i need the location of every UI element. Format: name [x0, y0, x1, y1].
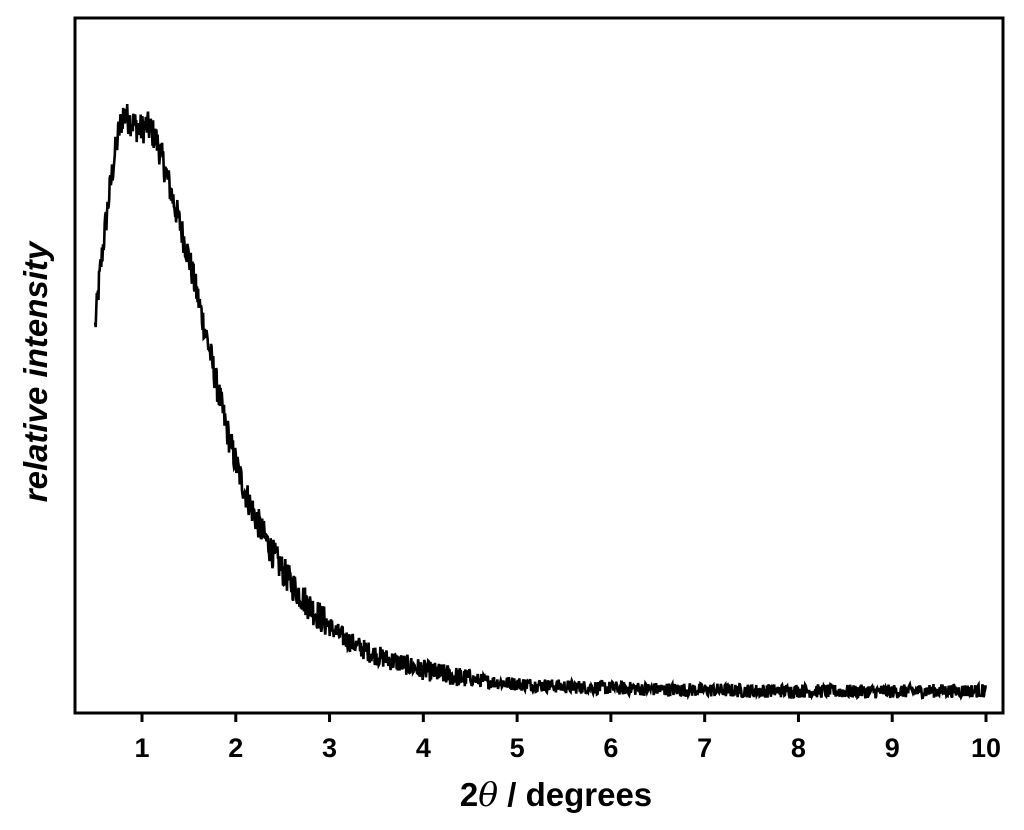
x-tick-label-9: 9 — [885, 733, 900, 763]
x-tick-label-3: 3 — [322, 733, 337, 763]
x-tick-label-4: 4 — [416, 733, 431, 763]
intensity-series-line — [93, 104, 988, 701]
x-tick-label-8: 8 — [791, 733, 806, 763]
x-tick-label-2: 2 — [228, 733, 243, 763]
x-axis-label-part-3: / degrees — [498, 776, 652, 813]
x-tick-label-1: 1 — [134, 733, 149, 763]
x-tick-label-5: 5 — [510, 733, 525, 763]
x-tick-label-7: 7 — [697, 733, 712, 763]
x-axis-label: 2θ / degrees — [460, 775, 652, 814]
plot-frame — [73, 16, 1005, 715]
x-axis-label-part-1: 2 — [460, 776, 478, 813]
x-axis-label-theta: θ — [478, 775, 498, 814]
x-axis-ticks — [140, 713, 988, 722]
x-tick-label-10: 10 — [971, 733, 1001, 763]
y-axis-label: relative intensity — [17, 240, 54, 502]
x-axis-tick-labels: 1 2 3 4 5 6 7 8 9 10 — [134, 733, 1001, 763]
x-tick-label-6: 6 — [603, 733, 618, 763]
